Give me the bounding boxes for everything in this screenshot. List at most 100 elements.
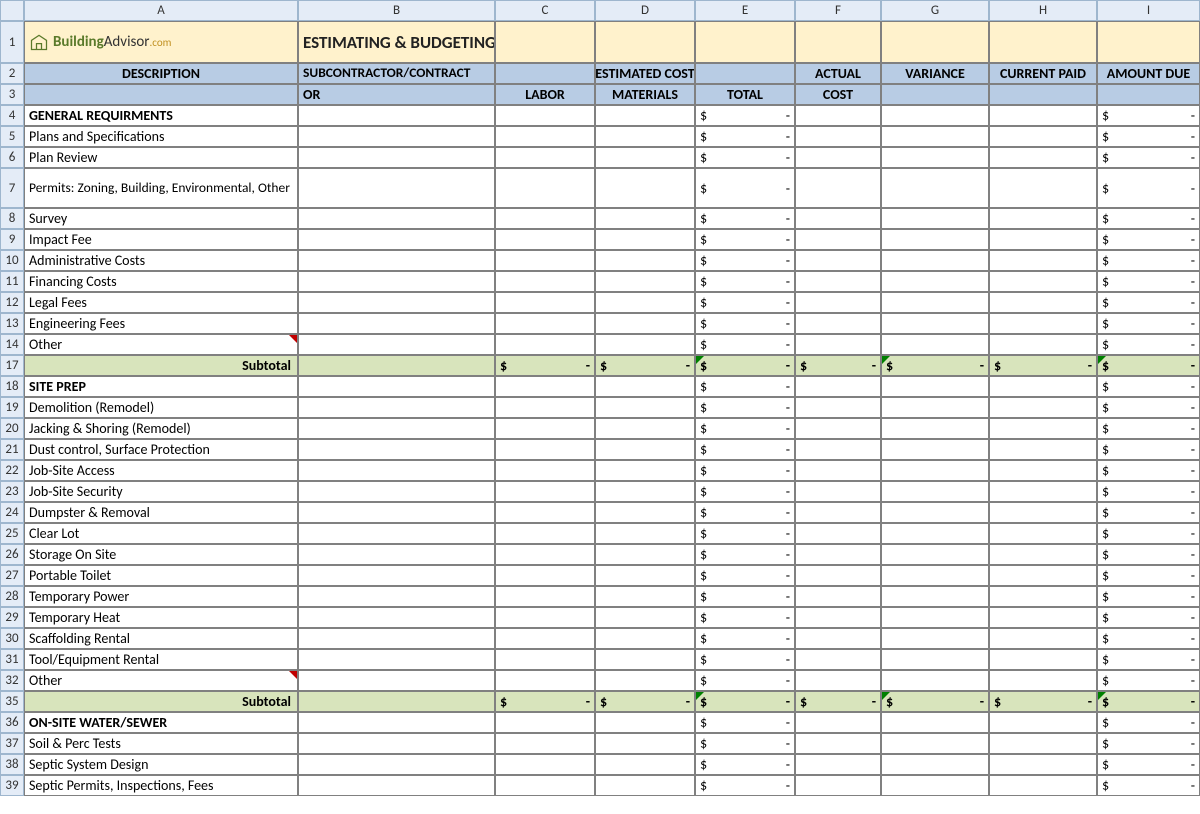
money-cell[interactable]: $- <box>1097 544 1200 565</box>
actual-cell[interactable] <box>795 775 881 796</box>
money-cell[interactable]: $- <box>1097 271 1200 292</box>
row-header[interactable]: 11 <box>0 271 24 292</box>
materials-cell[interactable] <box>595 712 695 733</box>
row-header[interactable]: 28 <box>0 586 24 607</box>
row-header[interactable]: 14 <box>0 334 24 355</box>
variance-cell[interactable] <box>881 147 989 168</box>
materials-cell[interactable] <box>595 586 695 607</box>
variance-cell[interactable] <box>881 250 989 271</box>
subcontractor-cell[interactable] <box>298 250 495 271</box>
subcontractor-cell[interactable] <box>298 418 495 439</box>
description-cell[interactable]: Survey <box>24 208 298 229</box>
description-cell[interactable]: Clear Lot <box>24 523 298 544</box>
column-header[interactable]: C <box>495 0 595 21</box>
money-cell[interactable]: $- <box>695 565 795 586</box>
actual-cell[interactable] <box>795 168 881 208</box>
row-header[interactable]: 6 <box>0 147 24 168</box>
subcontractor-cell[interactable] <box>298 334 495 355</box>
description-cell[interactable]: Legal Fees <box>24 292 298 313</box>
labor-cell[interactable] <box>495 502 595 523</box>
materials-cell[interactable] <box>595 733 695 754</box>
description-cell[interactable]: Impact Fee <box>24 229 298 250</box>
variance-cell[interactable] <box>881 229 989 250</box>
row-header[interactable]: 8 <box>0 208 24 229</box>
paid-cell[interactable] <box>989 250 1097 271</box>
paid-cell[interactable] <box>989 397 1097 418</box>
money-cell[interactable]: $- <box>881 355 989 376</box>
materials-cell[interactable] <box>595 502 695 523</box>
actual-cell[interactable] <box>795 586 881 607</box>
row-header[interactable]: 22 <box>0 460 24 481</box>
labor-cell[interactable] <box>495 126 595 147</box>
variance-cell[interactable] <box>881 334 989 355</box>
row-header[interactable]: 38 <box>0 754 24 775</box>
column-header[interactable]: B <box>298 0 495 21</box>
description-cell[interactable]: Administrative Costs <box>24 250 298 271</box>
paid-cell[interactable] <box>989 271 1097 292</box>
money-cell[interactable]: $- <box>1097 586 1200 607</box>
paid-cell[interactable] <box>989 628 1097 649</box>
labor-cell[interactable] <box>495 712 595 733</box>
actual-cell[interactable] <box>795 607 881 628</box>
subcontractor-cell[interactable] <box>298 628 495 649</box>
description-cell[interactable]: Plan Review <box>24 147 298 168</box>
row-header[interactable]: 35 <box>0 691 24 712</box>
paid-cell[interactable] <box>989 313 1097 334</box>
select-all-corner[interactable] <box>0 0 24 21</box>
labor-cell[interactable] <box>495 775 595 796</box>
materials-cell[interactable] <box>595 126 695 147</box>
row-header[interactable]: 18 <box>0 376 24 397</box>
subcontractor-cell[interactable] <box>298 565 495 586</box>
row-header[interactable]: 30 <box>0 628 24 649</box>
money-cell[interactable]: $- <box>1097 126 1200 147</box>
money-cell[interactable]: $- <box>695 523 795 544</box>
description-cell[interactable]: Temporary Heat <box>24 607 298 628</box>
paid-cell[interactable] <box>989 105 1097 126</box>
row-header[interactable]: 7 <box>0 168 24 208</box>
money-cell[interactable]: $- <box>695 418 795 439</box>
labor-cell[interactable] <box>495 334 595 355</box>
money-cell[interactable]: $- <box>1097 376 1200 397</box>
money-cell[interactable]: $- <box>1097 208 1200 229</box>
money-cell[interactable]: $- <box>695 147 795 168</box>
row-header[interactable]: 37 <box>0 733 24 754</box>
actual-cell[interactable] <box>795 397 881 418</box>
actual-cell[interactable] <box>795 523 881 544</box>
money-cell[interactable]: $- <box>1097 607 1200 628</box>
paid-cell[interactable] <box>989 586 1097 607</box>
actual-cell[interactable] <box>795 481 881 502</box>
description-cell[interactable]: Storage On Site <box>24 544 298 565</box>
row-header[interactable]: 12 <box>0 292 24 313</box>
money-cell[interactable]: $- <box>989 691 1097 712</box>
money-cell[interactable]: $- <box>695 376 795 397</box>
subcontractor-cell[interactable] <box>298 229 495 250</box>
money-cell[interactable]: $- <box>1097 460 1200 481</box>
description-cell[interactable]: Septic System Design <box>24 754 298 775</box>
money-cell[interactable]: $- <box>1097 418 1200 439</box>
materials-cell[interactable] <box>595 523 695 544</box>
money-cell[interactable]: $- <box>695 733 795 754</box>
money-cell[interactable]: $- <box>695 271 795 292</box>
variance-cell[interactable] <box>881 208 989 229</box>
labor-cell[interactable] <box>495 649 595 670</box>
money-cell[interactable]: $- <box>1097 105 1200 126</box>
money-cell[interactable]: $- <box>695 292 795 313</box>
money-cell[interactable]: $- <box>795 691 881 712</box>
money-cell[interactable]: $- <box>1097 147 1200 168</box>
description-cell[interactable]: Engineering Fees <box>24 313 298 334</box>
row-header[interactable]: 25 <box>0 523 24 544</box>
subtotal-sub[interactable] <box>298 355 495 376</box>
row-header[interactable]: 1 <box>0 21 24 63</box>
paid-cell[interactable] <box>989 733 1097 754</box>
description-cell[interactable]: Tool/Equipment Rental <box>24 649 298 670</box>
description-cell[interactable]: Dumpster & Removal <box>24 502 298 523</box>
description-cell[interactable]: Financing Costs <box>24 271 298 292</box>
paid-cell[interactable] <box>989 439 1097 460</box>
variance-cell[interactable] <box>881 418 989 439</box>
actual-cell[interactable] <box>795 126 881 147</box>
actual-cell[interactable] <box>795 649 881 670</box>
column-header[interactable]: F <box>795 0 881 21</box>
column-header[interactable]: H <box>989 0 1097 21</box>
labor-cell[interactable] <box>495 439 595 460</box>
money-cell[interactable]: $- <box>695 229 795 250</box>
